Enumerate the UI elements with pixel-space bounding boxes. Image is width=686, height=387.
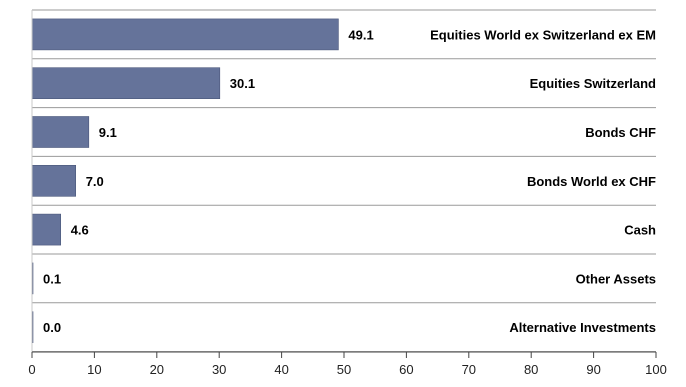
data-label: 4.6 xyxy=(71,223,89,238)
category-label: Bonds CHF xyxy=(585,125,656,140)
x-tick-label: 20 xyxy=(150,362,164,377)
x-tick-label: 80 xyxy=(524,362,538,377)
data-label: 49.1 xyxy=(348,27,373,42)
x-tick-label: 30 xyxy=(212,362,226,377)
x-tick-label: 60 xyxy=(399,362,413,377)
x-tick-label: 90 xyxy=(586,362,600,377)
data-label: 0.1 xyxy=(43,271,61,286)
x-tick-label: 70 xyxy=(462,362,476,377)
bar xyxy=(31,213,62,246)
x-tick-label: 0 xyxy=(28,362,35,377)
category-label: Other Assets xyxy=(576,271,656,286)
x-tick-label: 10 xyxy=(87,362,101,377)
x-tick-label: 40 xyxy=(274,362,288,377)
category-label: Equities World ex Switzerland ex EM xyxy=(430,27,656,42)
category-label: Bonds World ex CHF xyxy=(527,174,656,189)
category-label: Equities Switzerland xyxy=(530,76,656,91)
bar xyxy=(31,116,90,148)
data-label: 9.1 xyxy=(99,125,117,140)
x-tick-label: 50 xyxy=(337,362,351,377)
category-label: Alternative Investments xyxy=(509,320,656,335)
data-label: 0.0 xyxy=(43,320,61,335)
data-label: 7.0 xyxy=(86,174,104,189)
bar xyxy=(31,165,77,197)
category-label: Cash xyxy=(624,223,656,238)
bar xyxy=(31,18,339,51)
data-label: 30.1 xyxy=(230,76,255,91)
x-tick-label: 100 xyxy=(645,362,667,377)
bar xyxy=(31,67,221,99)
